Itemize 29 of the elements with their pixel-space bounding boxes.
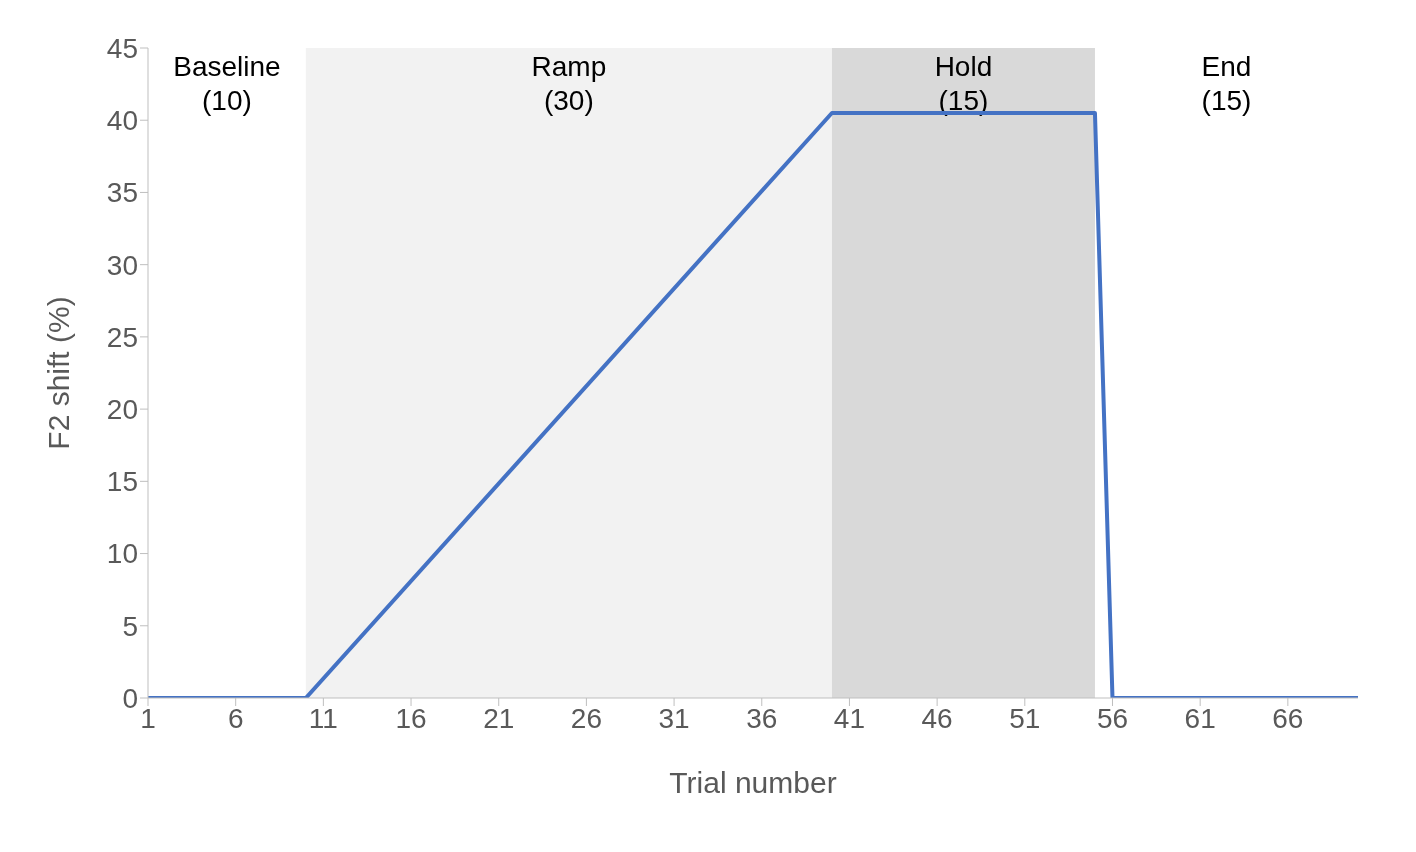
x-axis-title: Trial number	[669, 766, 837, 799]
y-tick-label: 45	[106, 32, 138, 64]
annotation: End (15)	[1201, 51, 1252, 116]
annotation: Baseline (10)	[173, 51, 281, 116]
x-tick-label: 26	[570, 702, 602, 734]
x-tick-label: 6	[227, 702, 244, 734]
x-tick-label: 51	[1009, 702, 1041, 734]
y-tick-label: 30	[106, 249, 138, 281]
y-axis-title: F2 shift (%)	[41, 296, 75, 450]
x-tick-label: 46	[921, 702, 953, 734]
x-tick-label: 66	[1272, 702, 1304, 734]
x-tick-label: 21	[483, 702, 515, 734]
x-tick-label: 36	[746, 702, 778, 734]
x-tick-label: 1	[140, 702, 156, 734]
x-tick-label: 31	[658, 702, 690, 734]
y-tick-label: 10	[106, 538, 138, 570]
x-tick-label: 11	[308, 702, 338, 734]
y-tick-label: 15	[106, 466, 138, 498]
y-tick-label: 5	[122, 610, 138, 642]
x-tick-label: 41	[833, 702, 866, 734]
y-tick-label: 25	[106, 321, 138, 353]
band-label: Ramp (30)	[531, 51, 607, 116]
y-tick-label: 0	[122, 682, 138, 714]
y-tick-label: 20	[106, 394, 138, 426]
y-tick-label: 35	[106, 177, 138, 209]
x-tick-label: 61	[1184, 702, 1216, 734]
x-tick-label: 16	[395, 702, 427, 734]
x-tick-label: 56	[1096, 702, 1129, 734]
y-tick-label: 40	[106, 105, 138, 137]
